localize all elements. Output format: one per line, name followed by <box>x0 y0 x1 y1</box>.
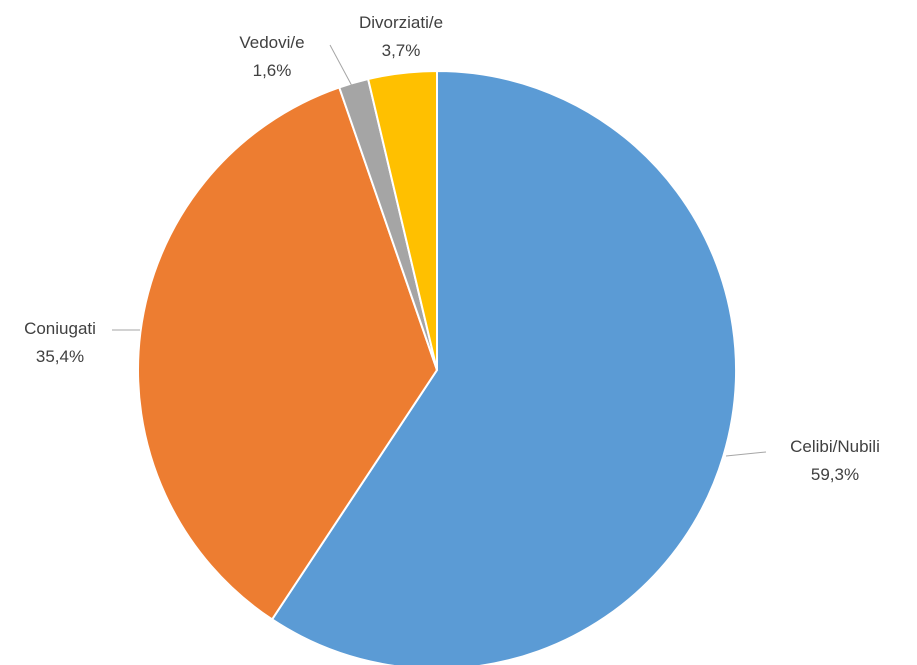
pie-slices <box>137 69 737 665</box>
slice-category-vedovi: Vedovi/e <box>239 33 304 52</box>
slice-category-divorziati: Divorziati/e <box>359 13 443 32</box>
slice-category-coniugati: Coniugati <box>24 319 96 338</box>
leader-line-celibi <box>725 451 767 457</box>
slice-value-vedovi: 1,6% <box>253 61 292 80</box>
pie-slice-celibi-nubili <box>270 69 737 665</box>
slice-labels: Celibi/Nubili 59,3% Coniugati 35,4% Vedo… <box>24 13 880 484</box>
slice-value-divorziati: 3,7% <box>382 41 421 60</box>
leader-lines <box>112 44 767 457</box>
leader-line-vedovi <box>329 44 353 87</box>
slice-value-coniugati: 35,4% <box>36 347 84 366</box>
slice-value-celibi: 59,3% <box>811 465 859 484</box>
pie-slice-divorziati-e <box>366 69 438 371</box>
pie-slice-coniugati <box>137 86 439 621</box>
slice-category-celibi: Celibi/Nubili <box>790 437 880 456</box>
